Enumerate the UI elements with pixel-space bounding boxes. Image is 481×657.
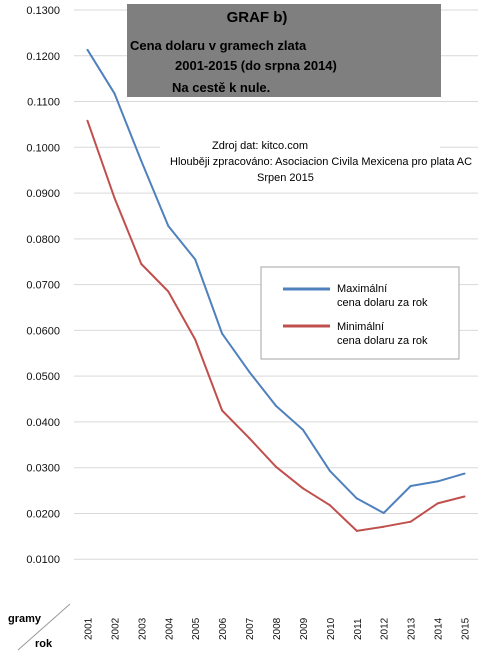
y-tick-label: 0.0500 <box>26 371 60 383</box>
x-axis-label: rok <box>35 638 53 650</box>
x-tick-label: 2009 <box>299 617 310 640</box>
x-tick-label: 2002 <box>110 617 121 640</box>
data-point-maximum <box>86 48 89 51</box>
data-point-maximum <box>167 225 170 228</box>
legend-label-max-2: cena dolaru za rok <box>337 297 428 309</box>
chart-subtitle-2: 2001-2015 (do srpna 2014) <box>175 58 337 73</box>
legend-label-max-1: Maximální <box>337 283 387 295</box>
x-tick-label: 2003 <box>137 617 148 640</box>
x-tick-label: 2011 <box>353 618 364 640</box>
data-point-minimum <box>409 520 412 523</box>
x-tick-label: 2015 <box>461 617 472 640</box>
data-point-minimum <box>86 119 89 122</box>
x-tick-label: 2007 <box>245 617 256 640</box>
y-axis-ticks: 0.0100 0.0200 0.0300 0.0400 0.0500 0.0600 0.07… <box>26 5 60 566</box>
y-tick-label: 0.0200 <box>26 508 60 520</box>
title-box <box>127 4 441 97</box>
y-tick-label: 0.1000 <box>26 142 60 154</box>
data-point-minimum <box>194 338 197 341</box>
data-point-maximum <box>463 472 466 475</box>
x-tick-label: 2013 <box>407 617 418 640</box>
chart-subtitle-3: Na cestě k nule. <box>172 80 270 95</box>
source-line-1: Zdroj dat: kitco.com <box>212 140 308 152</box>
x-tick-label: 2014 <box>434 617 445 640</box>
data-point-maximum <box>436 480 439 483</box>
data-point-maximum <box>409 485 412 487</box>
y-tick-label: 0.0400 <box>26 417 60 429</box>
data-point-minimum <box>248 436 251 439</box>
data-point-maximum <box>355 497 358 500</box>
data-point-maximum <box>194 258 197 261</box>
data-point-minimum <box>167 290 170 293</box>
data-point-minimum <box>382 525 385 528</box>
data-point-minimum <box>436 502 439 505</box>
data-point-maximum <box>275 404 277 407</box>
y-tick-label: 0.0900 <box>26 188 60 200</box>
data-point-minimum <box>275 465 277 468</box>
legend-label-min-1: Minimální <box>337 321 384 333</box>
x-tick-label: 2001 <box>83 617 94 640</box>
y-tick-label: 0.1200 <box>26 51 60 63</box>
corner-divider <box>17 603 71 651</box>
data-point-maximum <box>113 92 116 95</box>
data-point-minimum <box>328 504 331 507</box>
chart-title: GRAF b) <box>227 9 288 26</box>
data-point-minimum <box>301 487 304 490</box>
legend: Maximální cena dolaru za rok Minimální c… <box>260 266 460 360</box>
data-point-minimum <box>221 409 224 412</box>
y-tick-label: 0.1100 <box>27 97 60 109</box>
y-axis-label: gramy <box>8 613 42 625</box>
data-point-maximum <box>221 332 224 335</box>
x-axis-ticks: 2001 2002 2003 2004 2005 2006 2007 2008 2009 2010… <box>83 617 471 640</box>
source-line-3: Srpen 2015 <box>257 172 314 184</box>
data-point-maximum <box>140 160 143 163</box>
source-line-2: Hlouběji zpracováno: Asociacion Civila M… <box>170 156 472 168</box>
y-tick-label: 0.0300 <box>26 463 60 475</box>
data-point-minimum <box>463 495 466 498</box>
chart-subtitle-1: Cena dolaru v gramech zlata <box>130 38 307 53</box>
legend-label-min-2: cena dolaru za rok <box>337 335 428 347</box>
y-tick-label: 0.0600 <box>26 325 60 337</box>
data-point-minimum <box>355 529 358 532</box>
data-point-maximum <box>382 512 385 515</box>
series-lines <box>86 48 466 532</box>
data-point-maximum <box>248 370 251 373</box>
data-point-minimum <box>140 263 143 266</box>
x-tick-label: 2012 <box>380 617 391 640</box>
x-tick-label: 2010 <box>326 617 337 640</box>
data-point-maximum <box>328 469 331 472</box>
y-tick-label: 0.1300 <box>26 5 60 17</box>
source-box <box>160 133 440 185</box>
legend-box <box>260 266 460 360</box>
x-tick-label: 2004 <box>164 617 175 640</box>
data-point-minimum <box>113 196 116 199</box>
x-tick-label: 2006 <box>218 617 229 640</box>
y-tick-label: 0.0800 <box>26 234 60 246</box>
data-point-maximum <box>301 428 304 431</box>
x-tick-label: 2008 <box>272 617 283 640</box>
y-tick-label: 0.0100 <box>26 554 60 566</box>
x-tick-label: 2005 <box>191 617 202 640</box>
y-tick-label: 0.0700 <box>26 280 60 292</box>
